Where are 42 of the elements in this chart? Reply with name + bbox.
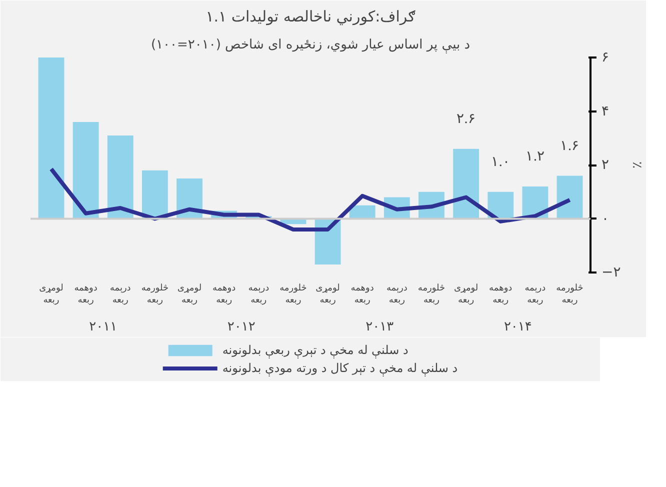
data-label: ۱.۶ bbox=[560, 138, 580, 154]
x-tick-label: دوهمه ربعه bbox=[74, 284, 98, 306]
chart-title: ۱.۱ ګراف:کورني ناخالصه تولیدات bbox=[206, 8, 416, 26]
y-tick-label: ۲ bbox=[602, 157, 610, 173]
x-tick-label: څلورمه ربعه bbox=[556, 284, 584, 306]
line-series bbox=[49, 167, 572, 232]
y-tick-label: ۰ bbox=[602, 210, 610, 227]
bar bbox=[107, 135, 134, 219]
x-tick-label: لومړی ربعه bbox=[316, 284, 340, 306]
y-tick-label: ۶ bbox=[602, 50, 610, 66]
x-tick-label: لومړی ربعه bbox=[177, 284, 202, 306]
bar bbox=[488, 192, 514, 219]
data-label: ۲.۶ bbox=[456, 112, 476, 127]
x-tick-label: دوهمه ربعه bbox=[212, 284, 236, 306]
chart-subtitle: د بیې پر اساس عیار شوي، زنځیره ای شاخص (۲۰۱۰=۱۰۰) bbox=[150, 38, 470, 54]
x-tick-label: څلورمه ربعه bbox=[280, 284, 307, 306]
x-tick-label: درېمه ربعه bbox=[524, 284, 546, 306]
x-tick-label: درېمه ربعه bbox=[386, 284, 408, 306]
x-tick-label: درېمه ربعه bbox=[110, 284, 131, 306]
x-tick-label: دوهمه ربعه bbox=[489, 284, 512, 306]
legend-label: د سلنې له مخې د تېر کال د ورته مودې بدلونونه bbox=[222, 361, 458, 375]
bar bbox=[38, 58, 64, 219]
x-tick-label: درېمه ربعه bbox=[248, 284, 270, 306]
y-tick-label: −۲ bbox=[602, 264, 621, 280]
legend-label: د سلنې له مخې د تېرې ربعې بدلونونه bbox=[222, 343, 408, 357]
x-tick-label: دوهمه ربعه bbox=[350, 284, 374, 306]
text: ۲۰۱۱ bbox=[89, 320, 118, 334]
bar bbox=[142, 170, 168, 219]
y-tick-label: ۴ bbox=[602, 103, 610, 120]
x-tick-label: لومړی ربعه bbox=[454, 284, 478, 306]
bar bbox=[72, 122, 99, 219]
bar bbox=[556, 176, 583, 219]
text: ۲۰۱۴ bbox=[504, 320, 532, 334]
text: ۲۰۱۲ bbox=[227, 320, 256, 334]
x-tick-label: څلورمه ربعه bbox=[418, 284, 446, 306]
text: ۲۰۱۳ bbox=[366, 320, 394, 334]
data-label: ۱.۰ bbox=[490, 154, 510, 170]
x-tick-label: لومړی ربعه bbox=[39, 284, 64, 306]
x-tick-label: څلورمه ربعه bbox=[141, 284, 169, 306]
bar bbox=[453, 148, 480, 219]
data-label: ۱.۲ bbox=[525, 150, 545, 164]
y-axis-title: ٪ bbox=[628, 162, 644, 169]
